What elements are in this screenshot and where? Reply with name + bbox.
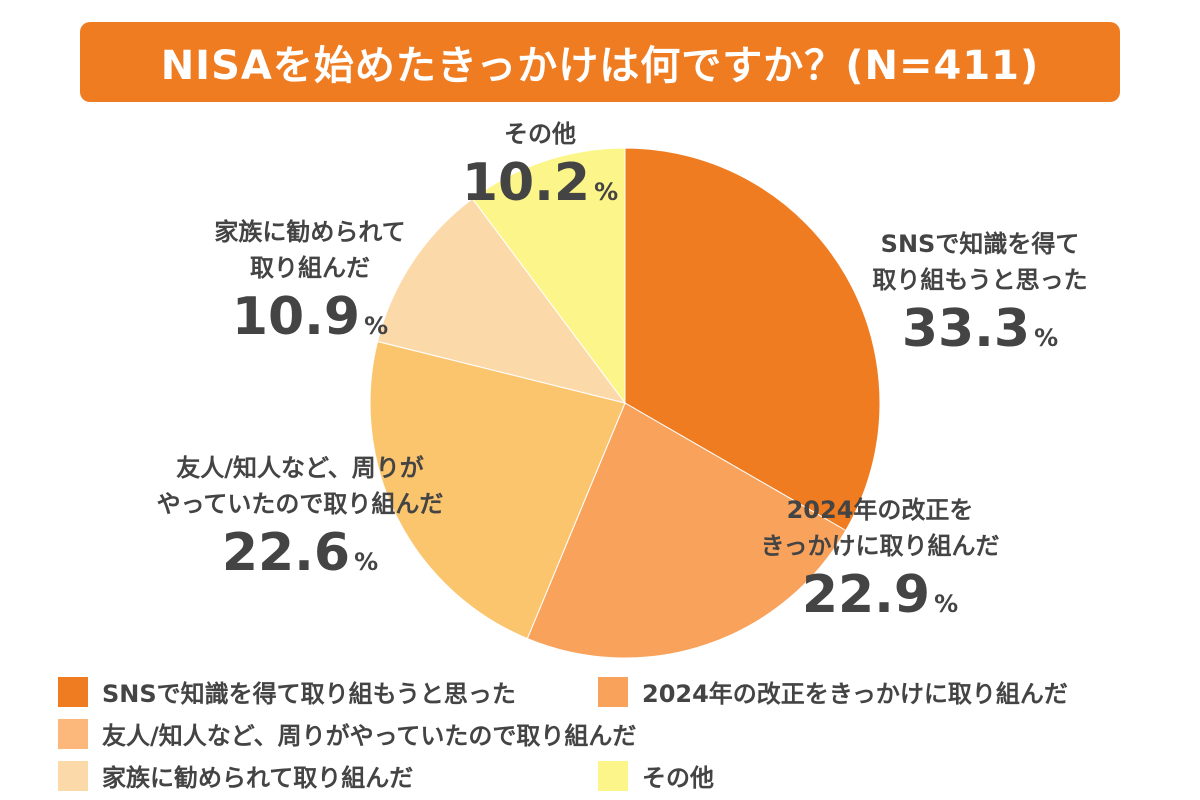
value-sns: 33.3 (901, 299, 1031, 359)
pie-slice-other (471, 147, 626, 405)
label-friends: 友人/知人など、周りが やっていたので取り組んだ 22.6% (156, 454, 444, 583)
legend-item-sns: SNSで知識を得て取り組もうと思った (58, 674, 516, 709)
label-sns: SNSで知識を得て 取り組もうと思った 33.3% (872, 230, 1088, 359)
label-family: 家族に勧められて 取り組んだ 10.9% (214, 218, 406, 347)
value-friends: 22.6 (221, 523, 351, 583)
legend-item-friends: 友人/知人など、周りがやっていたので取り組んだ (58, 716, 636, 751)
pie-slice-family (376, 197, 627, 404)
title-banner: NISAを始めたきっかけは何ですか？(N=411) (80, 22, 1120, 102)
label-2024-reform: 2024年の改正を きっかけに取り組んだ 22.9% (760, 496, 1000, 625)
legend-swatch-friends (58, 718, 88, 749)
legend-swatch-family (58, 760, 88, 791)
legend-swatch-sns (58, 676, 88, 707)
legend-item-family: 家族に勧められて取り組んだ (58, 758, 413, 793)
value-family: 10.9 (231, 287, 361, 347)
legend-swatch-other (598, 760, 628, 791)
pie-slice-friends (369, 340, 626, 640)
value-2024-reform: 22.9 (801, 565, 931, 625)
legend-item-2024-reform: 2024年の改正をきっかけに取り組んだ (598, 674, 1068, 709)
chart-title: NISAを始めたきっかけは何ですか？(N=411) (160, 43, 1040, 89)
value-other: 10.2 (461, 153, 591, 213)
legend-swatch-2024-reform (598, 676, 628, 707)
pie-slice-2024-reform (526, 402, 847, 659)
label-other: その他 10.2% (461, 120, 619, 213)
pie-slice-sns (624, 147, 881, 532)
legend-item-other: その他 (598, 758, 714, 793)
